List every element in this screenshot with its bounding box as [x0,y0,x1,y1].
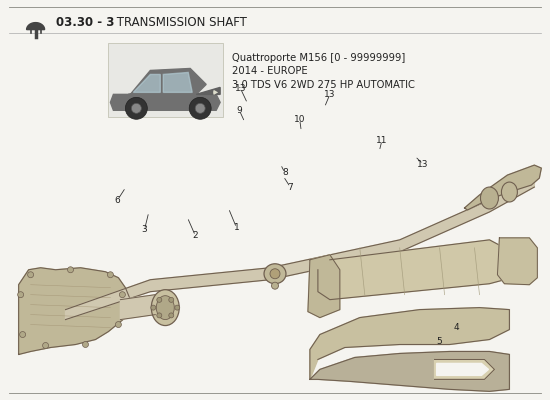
Ellipse shape [270,269,280,279]
Circle shape [119,292,125,298]
Circle shape [157,313,162,318]
Ellipse shape [156,296,174,320]
Polygon shape [308,255,340,318]
Circle shape [28,272,34,278]
Circle shape [125,97,147,119]
Polygon shape [163,72,192,92]
Circle shape [42,342,48,348]
Polygon shape [120,295,155,320]
Text: 11: 11 [376,136,388,145]
Circle shape [116,322,122,328]
Text: 03.30 - 3: 03.30 - 3 [56,16,114,29]
Text: 4: 4 [453,323,459,332]
Circle shape [169,297,174,302]
Circle shape [68,267,74,273]
Circle shape [131,103,141,113]
Circle shape [272,282,278,289]
Ellipse shape [264,264,286,284]
Circle shape [157,297,162,302]
Polygon shape [111,94,220,110]
Text: 2: 2 [192,231,198,240]
Circle shape [189,97,211,119]
Wedge shape [213,90,218,95]
Text: 3.0 TDS V6 2WD 275 HP AUTOMATIC: 3.0 TDS V6 2WD 275 HP AUTOMATIC [232,80,415,90]
Polygon shape [26,23,45,30]
Text: 2014 - EUROPE: 2014 - EUROPE [232,66,308,76]
Polygon shape [133,74,160,92]
Circle shape [20,332,26,338]
Polygon shape [310,308,509,379]
Text: Quattroporte M156 [0 - 99999999]: Quattroporte M156 [0 - 99999999] [232,52,405,62]
Text: 1: 1 [234,224,239,232]
Circle shape [169,313,174,318]
Text: 13: 13 [417,160,429,169]
Text: 7: 7 [288,183,293,192]
Polygon shape [19,268,130,354]
Polygon shape [497,238,537,285]
Polygon shape [434,360,494,379]
Text: TRANSMISSION SHAFT: TRANSMISSION SHAFT [113,16,248,29]
Polygon shape [318,240,504,300]
Polygon shape [465,165,541,210]
Circle shape [175,305,180,310]
Text: 13: 13 [235,84,246,93]
FancyBboxPatch shape [108,42,223,117]
Text: 13: 13 [324,90,336,99]
Circle shape [107,272,113,278]
Polygon shape [65,175,535,320]
Polygon shape [437,364,488,375]
Text: 6: 6 [114,196,120,204]
Text: 8: 8 [282,168,288,177]
Text: 9: 9 [236,106,242,115]
Circle shape [82,342,89,348]
Circle shape [151,305,156,310]
Ellipse shape [481,187,498,209]
Circle shape [18,292,24,298]
Ellipse shape [151,290,179,326]
Polygon shape [128,68,206,94]
Text: 3: 3 [141,225,147,234]
Ellipse shape [502,182,518,202]
Text: 5: 5 [437,337,442,346]
Text: 10: 10 [294,115,305,124]
Polygon shape [310,352,509,391]
Circle shape [195,103,205,113]
Polygon shape [196,87,220,94]
